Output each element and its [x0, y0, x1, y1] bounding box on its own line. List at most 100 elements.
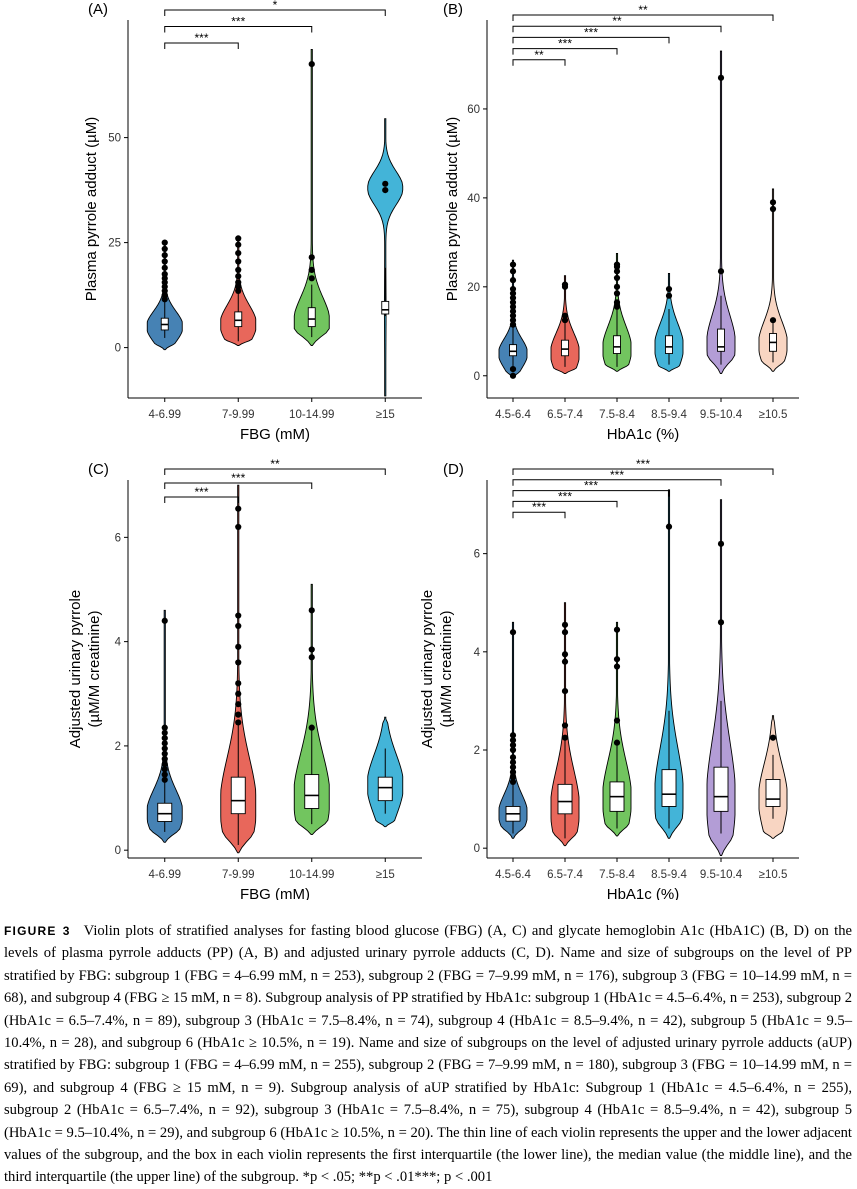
significance-label: *	[273, 0, 278, 12]
violin-2	[220, 484, 257, 854]
x-tick-label: ≥15	[376, 869, 395, 881]
iqr-box	[304, 774, 320, 809]
x-tick-label: ≥10.5	[759, 869, 788, 881]
outlier-point	[509, 303, 517, 310]
significance-label: ***	[194, 31, 208, 45]
x-tick-label: 8.5-9.4	[651, 409, 687, 421]
iqr-box	[661, 769, 677, 807]
panel-label: (D)	[443, 461, 464, 478]
x-tick-label: 4.5-6.4	[495, 409, 531, 421]
outlier-point	[561, 687, 569, 695]
outlier-point	[161, 239, 168, 246]
outlier-point	[561, 629, 569, 636]
outlier-point	[613, 268, 621, 275]
outlier-point	[308, 724, 315, 731]
outlier-point	[509, 261, 517, 268]
significance-label: ***	[584, 479, 598, 493]
outlier-point	[161, 776, 168, 783]
outlier-point	[509, 768, 517, 776]
violin-2	[550, 602, 580, 847]
violin-4	[367, 716, 404, 828]
y-axis-title: Plasma pyrrole adduct (µM)	[444, 117, 461, 302]
bracket-line	[164, 496, 239, 503]
figure-caption-text: Violin plots of stratified analyses for …	[4, 923, 852, 1186]
y-tick-label: 0	[474, 843, 480, 855]
outlier-point	[613, 717, 621, 724]
y-tick-label: 4	[115, 637, 122, 649]
x-tick-label: 8.5-9.4	[651, 869, 687, 881]
violin-3	[293, 583, 330, 835]
x-tick-label: 4-6.99	[148, 869, 181, 881]
outlier-point	[509, 629, 517, 636]
outlier-point	[613, 303, 621, 310]
outlier-point	[235, 711, 242, 718]
violin-4	[367, 118, 404, 397]
outlier-point	[161, 729, 168, 736]
y-tick-label: 2	[115, 741, 121, 753]
outlier-point	[717, 268, 725, 275]
outlier-point	[509, 759, 517, 766]
outlier-point	[509, 365, 517, 373]
bracket-line	[512, 479, 722, 486]
y-tick-label: 25	[108, 238, 121, 250]
violin-body	[758, 188, 788, 372]
outlier-point	[161, 771, 168, 778]
significance-label: ***	[231, 15, 245, 29]
outlier-point	[308, 254, 315, 261]
outlier-point	[509, 764, 517, 771]
violin-3	[293, 48, 330, 346]
x-axis-title: FBG (mM)	[240, 886, 310, 900]
violin-body	[706, 499, 736, 856]
outlier-point	[235, 273, 242, 280]
outlier-point	[665, 292, 673, 299]
violin-1	[146, 239, 183, 351]
x-tick-label: 4.5-6.4	[495, 869, 531, 881]
significance-bracket: ***	[164, 485, 239, 503]
significance-bracket: **	[164, 457, 386, 475]
y-axis-title: (µM/M creatinine)	[438, 610, 455, 727]
significance-bracket: ***	[512, 468, 722, 486]
iqr-box	[561, 339, 569, 357]
iqr-box	[377, 776, 393, 802]
x-tick-label: 7-9.99	[222, 869, 255, 881]
significance-bracket: ***	[512, 25, 670, 44]
outlier-point	[769, 317, 777, 324]
iqr-box	[234, 311, 243, 328]
x-tick-label: 7.5-8.4	[599, 409, 635, 421]
outlier-point	[561, 317, 569, 324]
significance-bracket: ***	[512, 489, 618, 508]
outlier-point	[509, 268, 517, 275]
outlier-point	[665, 285, 673, 293]
iqr-box	[665, 335, 673, 354]
outlier-point	[509, 737, 517, 744]
x-tick-label: 6.5-7.4	[547, 869, 583, 881]
significance-bracket: ***	[512, 37, 618, 55]
y-tick-label: 6	[474, 549, 480, 561]
significance-label: ***	[532, 500, 546, 514]
bracket-line	[512, 490, 670, 497]
outlier-point	[235, 241, 242, 248]
y-tick-label: 60	[467, 104, 480, 116]
outlier-point	[509, 746, 517, 754]
outlier-point	[613, 299, 621, 306]
outlier-point	[161, 258, 168, 265]
outlier-point	[308, 607, 315, 614]
violin-body	[293, 583, 330, 835]
significance-bracket: ***	[164, 471, 313, 489]
outlier-point	[769, 199, 777, 206]
x-axis-title: HbA1c (%)	[607, 886, 680, 900]
y-tick-label: 0	[115, 343, 121, 355]
significance-bracket: ***	[512, 500, 566, 519]
outlier-point	[613, 283, 621, 290]
outlier-point	[613, 261, 621, 268]
bracket-line	[512, 59, 566, 66]
outlier-point	[308, 61, 315, 68]
chart-panel-b: (B) 0 20 40 60 4.5-6.4 6.5-7.4 7.5-8.4 8.5-9.4 9.…	[443, 1, 799, 443]
outlier-point	[561, 312, 569, 319]
outlier-point	[235, 266, 242, 273]
iqr-box	[717, 328, 725, 352]
significance-label: **	[638, 3, 648, 17]
iqr-box	[381, 300, 390, 315]
panel-label: (C)	[88, 461, 109, 478]
figure-caption: FIGURE 3 Violin plots of stratified anal…	[4, 920, 852, 1189]
